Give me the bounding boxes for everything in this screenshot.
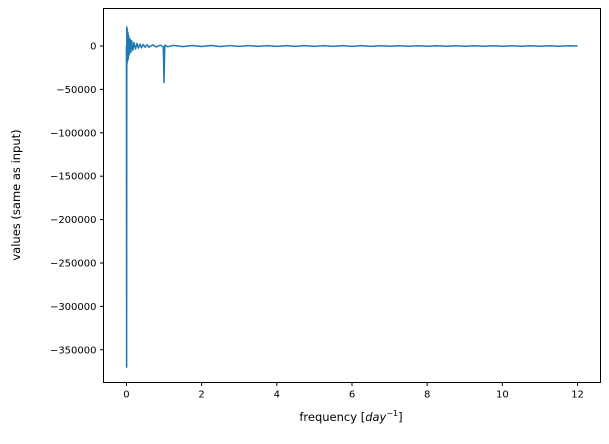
x-tick-label: 2 bbox=[198, 390, 204, 401]
x-tick-label: 10 bbox=[496, 390, 509, 401]
y-tick-label: −350000 bbox=[50, 345, 97, 356]
y-axis: 0 −50000 −100000 −150000 −200000 −250000 −3000… bbox=[50, 41, 104, 356]
series-line-0 bbox=[126, 27, 577, 367]
y-tick-label: 0 bbox=[90, 41, 96, 52]
y-tick-label: −50000 bbox=[56, 85, 96, 96]
y-tick-label: −200000 bbox=[50, 215, 97, 226]
y-tick-label: −250000 bbox=[50, 258, 97, 269]
y-axis-label: values (same as input) bbox=[9, 129, 23, 260]
x-tick-label: 4 bbox=[274, 390, 280, 401]
x-tick-label: 0 bbox=[123, 390, 129, 401]
y-tick-label: −300000 bbox=[50, 302, 97, 313]
x-tick-label: 6 bbox=[349, 390, 355, 401]
x-axis-label: frequency [day−1] bbox=[299, 409, 402, 424]
y-tick-label: −150000 bbox=[50, 172, 97, 183]
series-layer bbox=[126, 27, 577, 367]
y-tick-label: −100000 bbox=[50, 128, 97, 139]
x-axis: 0 2 4 6 8 10 12 bbox=[123, 383, 584, 401]
axes-frame bbox=[104, 9, 601, 383]
x-tick-label: 12 bbox=[571, 390, 584, 401]
x-tick-label: 8 bbox=[424, 390, 430, 401]
